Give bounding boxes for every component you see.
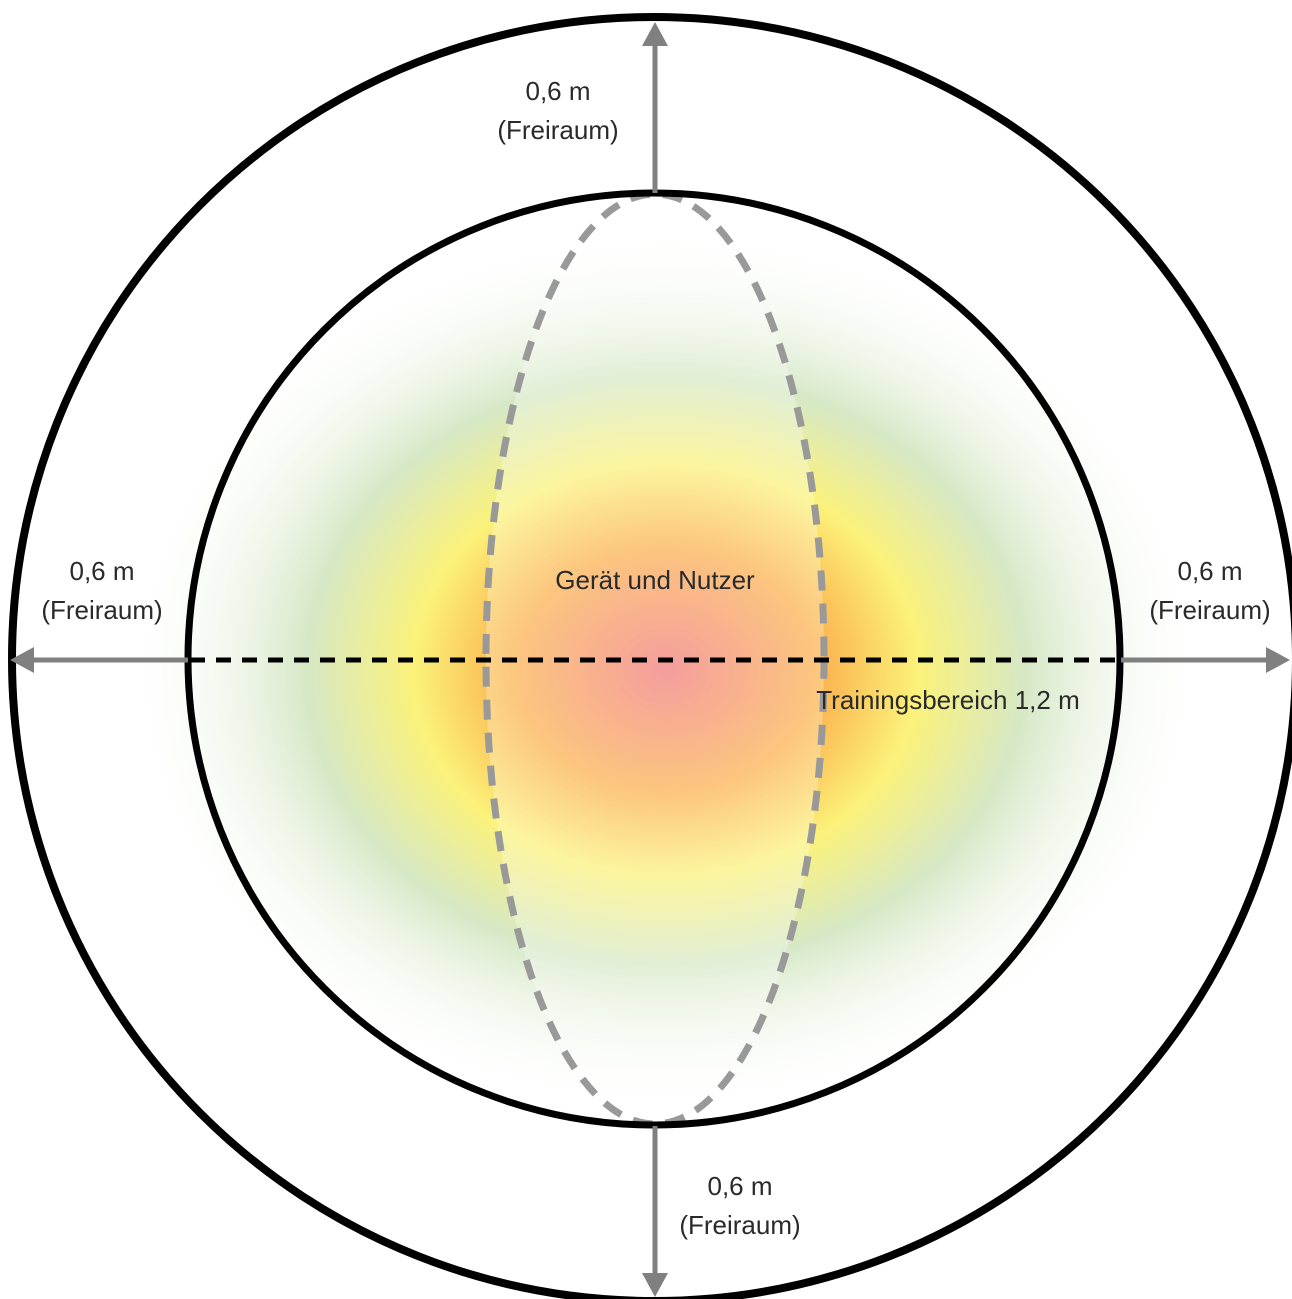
arrow-right-icon — [1121, 647, 1290, 673]
arrow-down-icon — [642, 1126, 668, 1297]
left-distance-label: 0,6 m — [69, 556, 134, 586]
top-distance-label: 0,6 m — [525, 76, 590, 106]
left-clearance-note: (Freiraum) — [41, 595, 162, 625]
top-clearance-note: (Freiraum) — [497, 115, 618, 145]
right-clearance-note: (Freiraum) — [1149, 595, 1270, 625]
right-distance-label: 0,6 m — [1177, 556, 1242, 586]
arrow-up-icon — [642, 22, 668, 193]
bottom-distance-label: 0,6 m — [707, 1171, 772, 1201]
device-user-label: Gerät und Nutzer — [555, 565, 755, 595]
bottom-clearance-note: (Freiraum) — [679, 1210, 800, 1240]
arrow-left-icon — [10, 647, 188, 673]
training-area-label: Trainingsbereich 1,2 m — [816, 685, 1080, 715]
